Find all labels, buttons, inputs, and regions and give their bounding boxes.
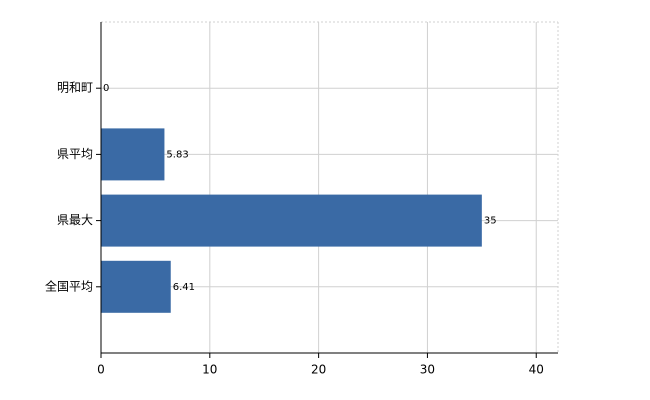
y-tick-label: 全国平均 (45, 278, 93, 293)
x-tick-label: 20 (311, 363, 326, 377)
y-tick-label: 明和町 (57, 81, 93, 95)
bar (101, 194, 482, 247)
x-tick-label: 30 (420, 363, 435, 377)
y-tick-label: 県平均 (57, 147, 93, 161)
value-label: 35 (484, 216, 497, 227)
x-tick-label: 10 (202, 363, 217, 377)
value-label: 0 (103, 83, 109, 94)
value-label: 6.41 (173, 282, 195, 293)
x-tick-label: 40 (529, 363, 544, 377)
bar (101, 128, 165, 181)
bar (101, 260, 171, 313)
value-label: 5.83 (166, 149, 188, 160)
x-tick-label: 0 (97, 363, 105, 377)
y-tick-label: 県最大 (57, 213, 93, 227)
